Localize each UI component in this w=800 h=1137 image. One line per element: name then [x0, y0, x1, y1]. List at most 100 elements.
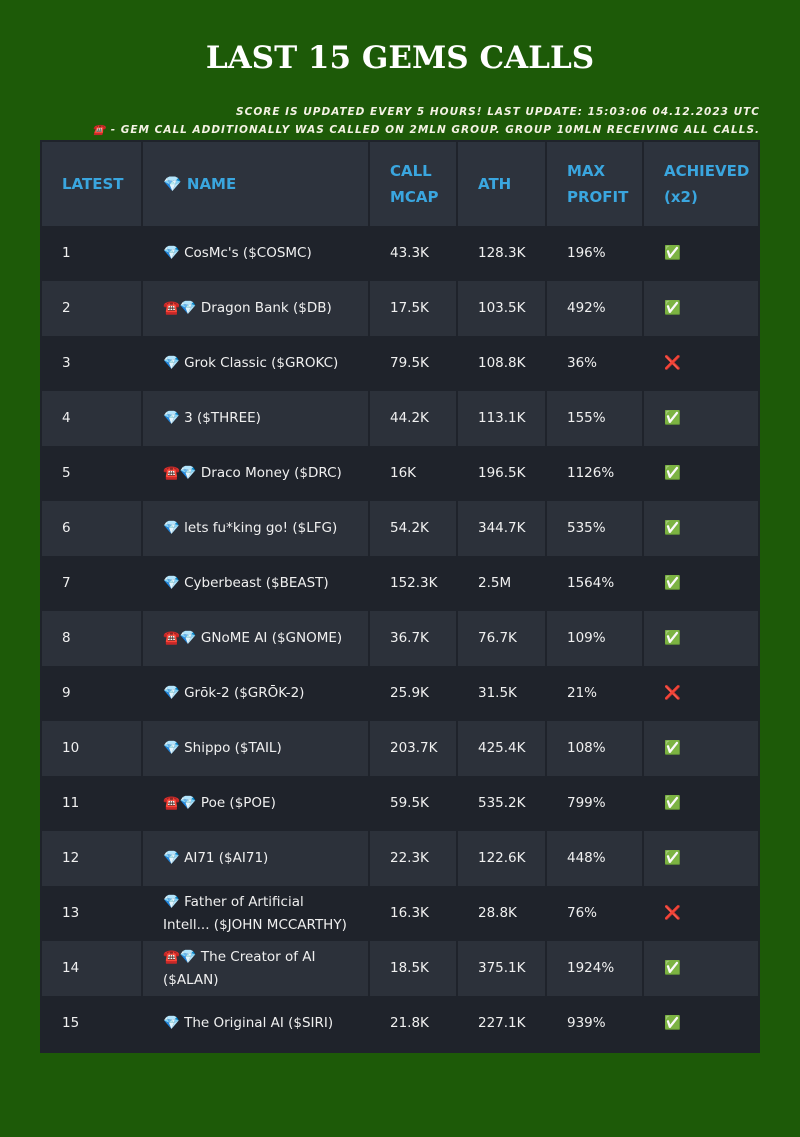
cell: 16.3K [369, 886, 458, 941]
cell: 💎 CosMc's ($COSMC) [142, 226, 370, 281]
cell: 799% [546, 776, 644, 831]
cell: 💎 Father of Artificial Intell... ($JOHN … [142, 886, 370, 941]
cell: 11 [41, 776, 143, 831]
column-header: CALL MCAP [369, 141, 458, 226]
cell: ✅ [643, 776, 760, 831]
cell: 1924% [546, 941, 644, 996]
cell: 36.7K [369, 611, 458, 666]
cell: 3 [41, 336, 143, 391]
cell: 54.2K [369, 501, 458, 556]
row: 13 💎 Father of Artificial Intell... ($JOH… [41, 886, 760, 941]
cell: 425.4K [457, 721, 547, 776]
cell: 108.8K [457, 336, 547, 391]
column-header: 💎 NAME [142, 141, 370, 226]
cell: ✅ [643, 556, 760, 611]
cell: 18.5K [369, 941, 458, 996]
cell: 2.5M [457, 556, 547, 611]
row: 14 ☎️💎 The Creator of AI ($ALAN) 18.5K 375.… [41, 941, 760, 996]
cell: 4 [41, 391, 143, 446]
column-header: MAX PROFIT [546, 141, 644, 226]
row: 9 💎 Grōk-2 ($GRŌK-2) 25.9K 31.5K 21% ❌ [41, 666, 760, 721]
row: 11 ☎️💎 Poe ($POE) 59.5K 535.2K 799% ✅ [41, 776, 760, 831]
row: 15 💎 The Original AI ($SIRI) 21.8K 227.1K 93… [41, 996, 760, 1052]
cell: 10 [41, 721, 143, 776]
cell: 939% [546, 996, 644, 1052]
column-header: LATEST [41, 141, 143, 226]
row: 2 ☎️💎 Dragon Bank ($DB) 17.5K 103.5K 492% ✅ [41, 281, 760, 336]
cell: 28.8K [457, 886, 547, 941]
cell: 113.1K [457, 391, 547, 446]
cell: 203.7K [369, 721, 458, 776]
cell: 💎 Grōk-2 ($GRŌK-2) [142, 666, 370, 721]
cell: 59.5K [369, 776, 458, 831]
cell: ✅ [643, 721, 760, 776]
cell: 448% [546, 831, 644, 886]
cell: 1 [41, 226, 143, 281]
cell: 21.8K [369, 996, 458, 1052]
row: 12 💎 AI71 ($AI71) 22.3K 122.6K 448% ✅ [41, 831, 760, 886]
cell: ☎️💎 GNoME AI ($GNOME) [142, 611, 370, 666]
cell: ☎️💎 Poe ($POE) [142, 776, 370, 831]
cell: 💎 lets fu*king go! ($LFG) [142, 501, 370, 556]
cell: 13 [41, 886, 143, 941]
cell: ✅ [643, 391, 760, 446]
cell: ✅ [643, 446, 760, 501]
cell: ❌ [643, 336, 760, 391]
cell: 109% [546, 611, 644, 666]
cell: ✅ [643, 501, 760, 556]
cell: ☎️💎 Dragon Bank ($DB) [142, 281, 370, 336]
note: SCORE IS UPDATED EVERY 5 HOURS! LAST UPD… [236, 106, 760, 118]
cell: 💎 Shippo ($TAIL) [142, 721, 370, 776]
cell: 💎 AI71 ($AI71) [142, 831, 370, 886]
cell: 122.6K [457, 831, 547, 886]
cell: 155% [546, 391, 644, 446]
row: 8 ☎️💎 GNoME AI ($GNOME) 36.7K 76.7K 109% ✅ [41, 611, 760, 666]
cell: 8 [41, 611, 143, 666]
cell: ✅ [643, 226, 760, 281]
cell: 43.3K [369, 226, 458, 281]
cell: 196% [546, 226, 644, 281]
cell: 16K [369, 446, 458, 501]
cell: 103.5K [457, 281, 547, 336]
cell: ☎️💎 Draco Money ($DRC) [142, 446, 370, 501]
row: 1 💎 CosMc's ($COSMC) 43.3K 128.3K 196% ✅ [41, 226, 760, 281]
cell: 36% [546, 336, 644, 391]
cell: 76% [546, 886, 644, 941]
cell: 14 [41, 941, 143, 996]
cell: 492% [546, 281, 644, 336]
cell: 1126% [546, 446, 644, 501]
row: 6 💎 lets fu*king go! ($LFG) 54.2K 344.7K 535… [41, 501, 760, 556]
cell: ❌ [643, 666, 760, 721]
cell: 1564% [546, 556, 644, 611]
cell: ✅ [643, 281, 760, 336]
cell: 6 [41, 501, 143, 556]
gems-table: LATEST 💎 NAME CALL MCAP ATH MAX PROFIT ACHIEV… [40, 140, 760, 1053]
cell: 152.3K [369, 556, 458, 611]
cell: 21% [546, 666, 644, 721]
cell: 44.2K [369, 391, 458, 446]
column-header: ACHIEVED (x2) [643, 141, 760, 226]
cell: ❌ [643, 886, 760, 941]
cell: 79.5K [369, 336, 458, 391]
cell: 15 [41, 996, 143, 1052]
cell: ✅ [643, 831, 760, 886]
cell: 5 [41, 446, 143, 501]
cell: 💎 Grok Classic ($GROKC) [142, 336, 370, 391]
cell: 344.7K [457, 501, 547, 556]
cell: 76.7K [457, 611, 547, 666]
cell: 196.5K [457, 446, 547, 501]
cell: 535.2K [457, 776, 547, 831]
title: LAST 15 GEMS CALLS [205, 40, 595, 76]
cell: 17.5K [369, 281, 458, 336]
cell: ✅ [643, 941, 760, 996]
cell: 7 [41, 556, 143, 611]
cell: ✅ [643, 611, 760, 666]
column-header: ATH [457, 141, 547, 226]
cell: 💎 Cyberbeast ($BEAST) [142, 556, 370, 611]
row: 5 ☎️💎 Draco Money ($DRC) 16K 196.5K 1126% ✅ [41, 446, 760, 501]
cell: 9 [41, 666, 143, 721]
row: 3 💎 Grok Classic ($GROKC) 79.5K 108.8K 36% ❌ [41, 336, 760, 391]
cell: 227.1K [457, 996, 547, 1052]
cell: 💎 The Original AI ($SIRI) [142, 996, 370, 1052]
